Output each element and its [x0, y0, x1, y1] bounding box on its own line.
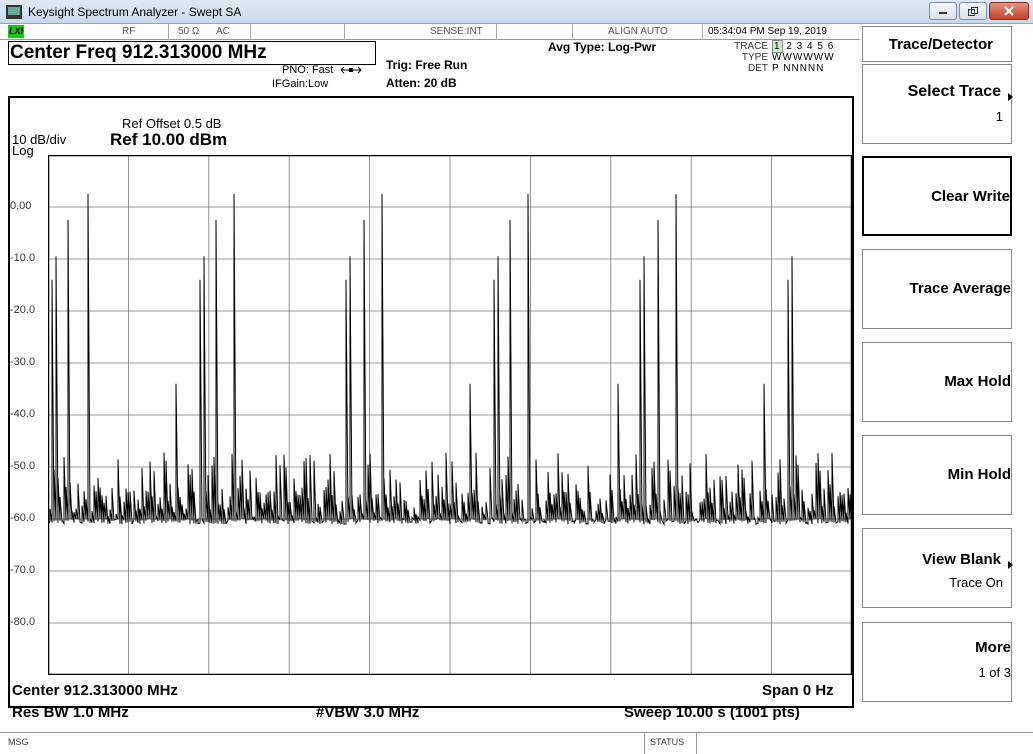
spectrum-plot	[48, 155, 852, 675]
instrument-status-row: LXI RF 50 Ω AC SENSE:INT ALIGN AUTO 05:3…	[0, 24, 860, 40]
type-values: WWWWWW	[772, 52, 835, 63]
submenu-arrow-icon	[1008, 93, 1013, 101]
coupling-indicator: AC	[216, 26, 230, 37]
rf-indicator: RF	[122, 26, 136, 37]
trigger-setting: Trig: Free Run	[386, 58, 468, 72]
app-icon	[6, 4, 22, 19]
attenuation-setting: Atten: 20 dB	[386, 76, 457, 90]
center-freq-label: Center 912.313000 MHz	[12, 682, 178, 699]
softkey-panel: Trace/Detector Select Trace 1 Clear Writ…	[860, 24, 1033, 732]
select-trace-button[interactable]: Select Trace 1	[862, 64, 1013, 144]
ifgain-setting: IFGain:Low	[272, 78, 329, 90]
y-tick-label: 0.00	[10, 200, 32, 212]
center-freq-display: Center Freq 912.313000 MHz	[10, 42, 267, 63]
y-tick-label: -20.0	[10, 304, 36, 316]
menu-title: Trace/Detector	[888, 36, 993, 53]
close-icon	[1004, 6, 1014, 16]
restore-icon	[968, 6, 978, 16]
trace-status-table: TRACE 1 2 3 4 5 6 TYPE WWWWWW DET P NNNN…	[724, 40, 842, 74]
window-title: Keysight Spectrum Analyzer - Swept SA	[28, 4, 242, 19]
sweep-arrow-icon	[341, 66, 362, 74]
trace-average-button[interactable]: Trace Average	[862, 249, 1012, 329]
y-tick-label: -50.0	[10, 460, 36, 472]
max-hold-button[interactable]: Max Hold	[862, 342, 1012, 422]
maximize-button[interactable]	[959, 2, 987, 20]
res-bw-label: Res BW 1.0 MHz	[12, 704, 129, 721]
det-label: DET	[748, 63, 768, 74]
sweep-label: Sweep 10.00 s (1001 pts)	[624, 704, 800, 721]
close-button[interactable]	[989, 2, 1029, 20]
y-tick-label: -70.0	[10, 564, 36, 576]
pno-setting: PNO: Fast	[282, 64, 362, 76]
align-indicator: ALIGN AUTO	[608, 26, 668, 37]
y-tick-label: -10.0	[10, 252, 36, 264]
ref-level[interactable]: Ref 10.00 dBm	[110, 130, 228, 149]
avg-type: Avg Type: Log-Pwr	[548, 40, 656, 54]
more-button[interactable]: More 1 of 3	[862, 622, 1012, 702]
submenu-arrow-icon	[1008, 561, 1013, 569]
graph-frame	[8, 96, 854, 708]
log-scale-label: Log	[12, 143, 34, 158]
center-freq-box[interactable]	[8, 41, 376, 65]
lxi-icon: LXI	[8, 25, 24, 38]
datetime: 05:34:04 PM Sep 19, 2019	[708, 26, 827, 37]
y-tick-label: -80.0	[10, 616, 36, 628]
minimize-button[interactable]	[929, 2, 957, 20]
scale-per-div: 10 dB/div	[12, 132, 67, 147]
trace-label: TRACE	[734, 41, 768, 52]
window-titlebar: Keysight Spectrum Analyzer - Swept SA	[0, 0, 1033, 24]
ref-offset: Ref Offset 0.5 dB	[122, 116, 222, 131]
type-label: TYPE	[741, 52, 768, 63]
trace-1	[48, 193, 852, 527]
min-hold-button[interactable]: Min Hold	[862, 435, 1012, 515]
det-values: P NNNNN	[772, 63, 825, 74]
y-tick-label: -30.0	[10, 356, 36, 368]
active-trace: 1	[772, 40, 783, 53]
graticule-grid	[48, 155, 852, 675]
vbw-label: #VBW 3.0 MHz	[316, 704, 420, 721]
trace-values: 2 3 4 5 6	[786, 41, 835, 52]
menu-title-key: Trace/Detector	[862, 26, 1012, 62]
msg-label: MSG	[8, 737, 29, 747]
minimize-icon	[939, 12, 947, 14]
status-label: STATUS	[650, 737, 685, 747]
y-tick-label: -60.0	[10, 512, 36, 524]
message-bar: MSG STATUS	[0, 732, 1033, 754]
y-tick-label: -40.0	[10, 408, 36, 420]
sense-indicator: SENSE:INT	[430, 26, 483, 37]
clear-write-button[interactable]: Clear Write	[862, 156, 1012, 236]
view-blank-button[interactable]: View Blank Trace On	[862, 528, 1013, 608]
impedance-indicator: 50 Ω	[178, 26, 200, 37]
span-label: Span 0 Hz	[762, 682, 834, 699]
